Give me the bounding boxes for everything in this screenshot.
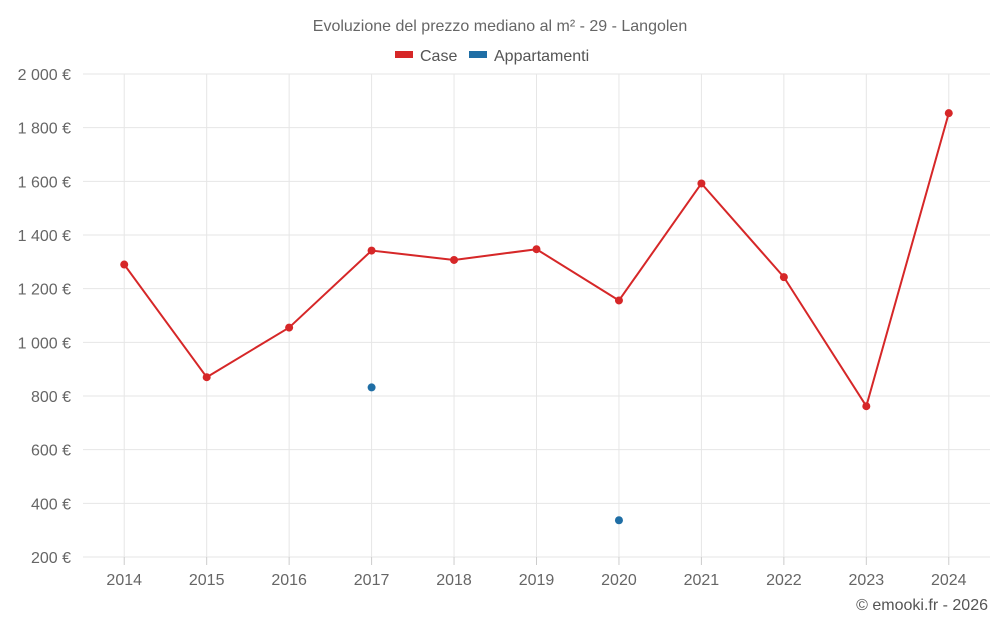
legend-label-appartamenti[interactable]: Appartamenti — [494, 48, 589, 65]
x-tick-label: 2017 — [354, 572, 390, 589]
legend: Case Appartamenti — [395, 48, 589, 65]
credit: © emooki.fr - 2026 — [856, 597, 988, 614]
legend-swatch-appartamenti — [469, 51, 487, 58]
x-tick-label: 2022 — [766, 572, 802, 589]
y-tick-label: 1 200 € — [18, 282, 71, 299]
y-tick-label: 1 000 € — [18, 335, 71, 352]
data-point-case-2019[interactable] — [532, 245, 541, 254]
data-point-case-2018[interactable] — [450, 255, 459, 264]
x-tick-label: 2024 — [931, 572, 967, 589]
y-tick-label: 1 800 € — [18, 121, 71, 138]
series-appartamenti — [367, 383, 623, 525]
data-point-case-2020[interactable] — [614, 296, 623, 305]
x-tick-label: 2018 — [436, 572, 472, 589]
data-point-case-2017[interactable] — [367, 246, 376, 255]
x-tick-label: 2015 — [189, 572, 225, 589]
y-tick-label: 1 400 € — [18, 228, 71, 245]
series-layer — [120, 109, 953, 525]
y-tick-label: 1 600 € — [18, 174, 71, 191]
data-point-case-2021[interactable] — [697, 179, 706, 188]
x-tick-label: 2021 — [684, 572, 720, 589]
data-point-appartamenti-2020[interactable] — [614, 516, 623, 525]
x-tick-label: 2019 — [519, 572, 555, 589]
x-tick-label: 2016 — [271, 572, 307, 589]
legend-label-case[interactable]: Case — [420, 48, 457, 65]
x-tick-label: 2020 — [601, 572, 637, 589]
data-point-case-2015[interactable] — [202, 373, 211, 382]
series-case — [120, 109, 953, 411]
data-point-case-2023[interactable] — [862, 402, 871, 411]
data-point-case-2016[interactable] — [285, 323, 294, 332]
data-point-appartamenti-2017[interactable] — [367, 383, 376, 392]
y-tick-label: 400 € — [31, 496, 71, 513]
grid — [83, 73, 990, 558]
x-tick-label: 2023 — [849, 572, 885, 589]
y-tick-label: 800 € — [31, 389, 71, 406]
y-tick-label: 600 € — [31, 443, 71, 460]
chart-title: Evoluzione del prezzo mediano al m² - 29… — [313, 18, 687, 35]
data-point-case-2014[interactable] — [120, 260, 129, 269]
y-tick-label: 2 000 € — [18, 67, 71, 84]
data-point-case-2022[interactable] — [779, 273, 788, 282]
x-tick-label: 2014 — [106, 572, 142, 589]
data-point-case-2024[interactable] — [944, 109, 953, 118]
legend-swatch-case — [395, 51, 413, 58]
x-axis: 2014 2015 2016 2017 2018 2019 2020 2021 2022 2023… — [106, 557, 967, 589]
y-tick-label: 200 € — [31, 550, 71, 567]
y-axis: 200 € 400 € 600 € 800 € 1 000 € 1 200 € 1 400 … — [18, 67, 71, 567]
